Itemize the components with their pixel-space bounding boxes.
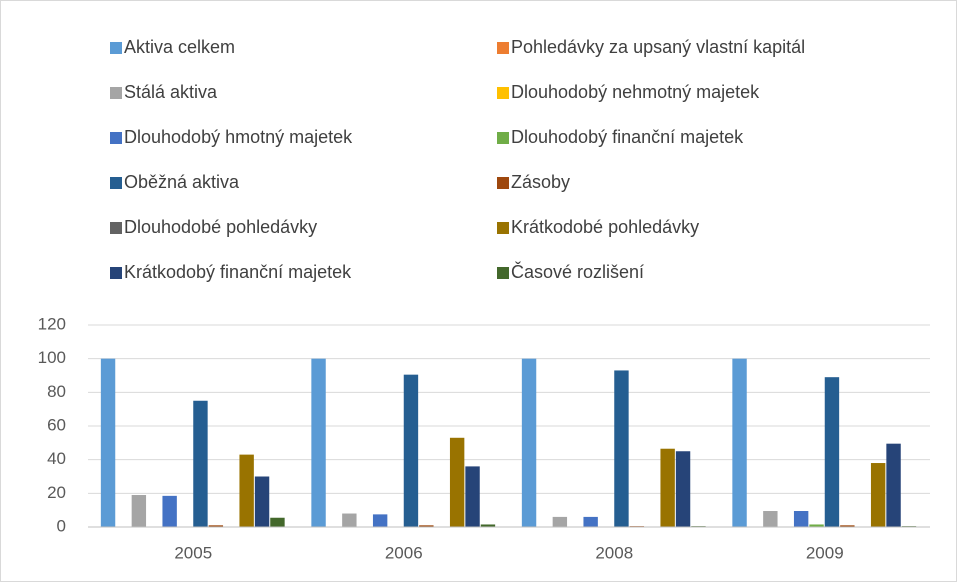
y-tick-label: 20	[47, 483, 66, 502]
bar	[449, 437, 465, 527]
legend-swatch	[110, 177, 122, 189]
legend-swatch	[110, 222, 122, 234]
bar	[675, 451, 691, 527]
legend-label: Dlouhodobý nehmotný majetek	[511, 82, 760, 102]
bar	[131, 495, 147, 527]
legend-swatch	[497, 222, 509, 234]
bar	[583, 516, 598, 527]
bar	[100, 358, 116, 527]
bar	[824, 377, 840, 527]
legend-label: Dlouhodobý hmotný majetek	[124, 127, 353, 147]
legend-label: Krátkodobý finanční majetek	[124, 262, 352, 282]
bar	[809, 524, 824, 527]
legend-swatch	[110, 267, 122, 279]
bar	[886, 443, 901, 527]
bar	[419, 525, 434, 527]
bar	[552, 516, 568, 527]
bar	[840, 525, 855, 527]
x-tick-label: 2008	[595, 543, 633, 562]
bar	[521, 358, 537, 527]
bar	[208, 525, 224, 527]
legend-swatch	[110, 42, 122, 54]
bar	[614, 370, 629, 527]
bar	[372, 514, 388, 527]
legend-swatch	[110, 132, 122, 144]
legend-label: Aktiva celkem	[124, 37, 235, 57]
bar	[311, 358, 326, 527]
bar	[870, 463, 886, 527]
legend-label: Oběžná aktiva	[124, 172, 240, 192]
bar	[480, 524, 496, 527]
y-tick-label: 60	[47, 415, 66, 434]
bar	[342, 513, 357, 527]
bar	[793, 511, 809, 527]
legend-swatch	[497, 177, 509, 189]
x-tick-label: 2009	[806, 543, 844, 562]
y-tick-label: 80	[47, 382, 66, 401]
legend-label: Zásoby	[511, 172, 570, 192]
y-tick-label: 0	[57, 516, 66, 535]
legend-swatch	[497, 87, 509, 99]
bar	[763, 511, 778, 527]
bar	[270, 517, 285, 527]
bar	[732, 358, 747, 527]
x-tick-label: 2005	[174, 543, 212, 562]
legend-swatch	[497, 267, 509, 279]
legend-swatch	[497, 132, 509, 144]
bar	[162, 495, 177, 527]
legend-label: Pohledávky za upsaný vlastní kapitál	[511, 37, 805, 57]
bar	[239, 454, 254, 527]
bar	[465, 466, 480, 527]
legend-label: Dlouhodobý finanční majetek	[511, 127, 744, 147]
bar	[193, 400, 208, 527]
bar	[403, 374, 419, 527]
legend-label: Dlouhodobé pohledávky	[124, 217, 317, 237]
legend-swatch	[497, 42, 509, 54]
legend-label: Krátkodobé pohledávky	[511, 217, 699, 237]
bar	[254, 476, 270, 527]
bar	[660, 448, 675, 527]
y-tick-label: 100	[38, 348, 66, 367]
legend-label: Časové rozlišení	[511, 261, 644, 282]
legend-swatch	[110, 87, 122, 99]
x-tick-label: 2006	[385, 543, 423, 562]
legend-label: Stálá aktiva	[124, 82, 218, 102]
y-tick-label: 40	[47, 449, 66, 468]
y-tick-label: 120	[38, 314, 66, 333]
